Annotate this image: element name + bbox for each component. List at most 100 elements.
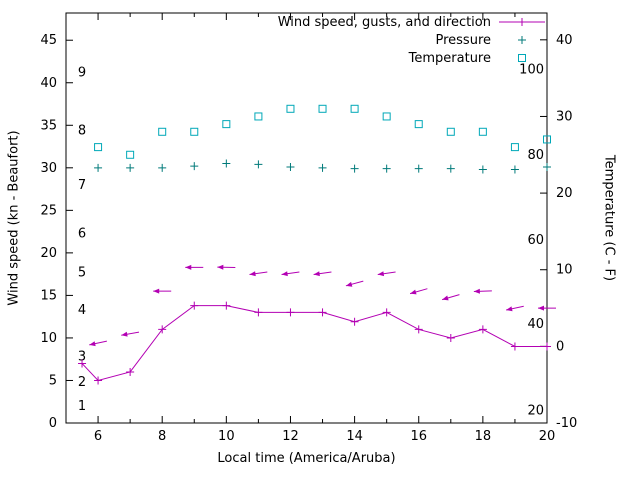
beaufort-label: 9 xyxy=(78,66,86,81)
y-left-tick-label: 15 xyxy=(40,288,57,303)
temperature-point xyxy=(94,143,103,152)
x-tick-label: 12 xyxy=(282,429,299,444)
x-tick-label: 10 xyxy=(218,429,235,444)
temperature-point xyxy=(510,143,519,152)
pressure-point xyxy=(382,164,391,173)
y-axis-label-right: Temperature (C - F) xyxy=(601,154,617,282)
temperature-point xyxy=(318,104,327,113)
x-tick-label: 16 xyxy=(410,429,427,444)
beaufort-label: 6 xyxy=(78,226,86,241)
wind-direction-arrowhead xyxy=(281,271,288,277)
x-tick-label: 20 xyxy=(539,429,556,444)
beaufort-label: 2 xyxy=(78,375,86,390)
beaufort-label: 4 xyxy=(78,303,86,318)
beaufort-label: 5 xyxy=(78,265,86,280)
y-left-tick-label: 0 xyxy=(49,416,57,431)
y-right-tick-label: 40 xyxy=(556,33,573,48)
plot-border xyxy=(65,12,548,424)
wind-direction-arrowhead xyxy=(185,264,192,270)
y-right-tick-label: 0 xyxy=(556,339,564,354)
x-tick-label: 6 xyxy=(94,429,102,444)
temperature-marker-sample-icon xyxy=(518,54,526,62)
pressure-point xyxy=(254,160,263,169)
wind-direction-arrowhead xyxy=(473,288,480,294)
wind-direction-arrowhead xyxy=(538,305,544,311)
wind-line-sample-icon xyxy=(499,18,545,26)
pressure-point xyxy=(543,162,551,171)
temperature-point xyxy=(478,127,487,136)
beaufort-label: 1 xyxy=(78,399,86,414)
chart-legend: Wind speed, gusts, and direction Pressur… xyxy=(278,13,547,67)
temperature-point xyxy=(254,112,263,121)
fahrenheit-label: 60 xyxy=(527,233,544,248)
legend-label-wind: Wind speed, gusts, and direction xyxy=(277,14,491,30)
wind-direction-arrowhead xyxy=(506,306,513,312)
pressure-point xyxy=(190,162,199,171)
wind-speed-point xyxy=(446,333,455,342)
wind-speed-point xyxy=(510,342,519,351)
beaufort-label: 7 xyxy=(78,178,86,193)
temperature-point xyxy=(158,127,167,136)
wind-direction-arrowhead xyxy=(249,271,256,277)
temperature-point xyxy=(350,104,359,113)
beaufort-label: 8 xyxy=(78,123,86,138)
y-left-tick-label: 40 xyxy=(40,76,57,91)
wind-direction-arrowhead xyxy=(442,295,449,301)
wind-direction-arrowhead xyxy=(89,341,96,347)
wind-direction-arrowhead xyxy=(410,289,417,295)
y-left-tick-label: 25 xyxy=(40,203,57,218)
y-axis-label-left: Wind speed (kn - Beaufort) xyxy=(6,130,22,306)
legend-label-pressure: Pressure xyxy=(435,32,491,48)
x-tick-label: 8 xyxy=(158,429,166,444)
wind-speed-point xyxy=(94,376,103,385)
pressure-point xyxy=(126,163,135,172)
pressure-point xyxy=(158,163,167,172)
wind-direction-arrowhead xyxy=(153,288,160,294)
wind-speed-point xyxy=(190,301,199,310)
legend-item-wind: Wind speed, gusts, and direction xyxy=(278,13,547,31)
temperature-point xyxy=(286,104,295,113)
x-tick-label: 18 xyxy=(475,429,492,444)
pressure-point xyxy=(510,165,519,174)
y-left-tick-label: 45 xyxy=(40,33,57,48)
pressure-point xyxy=(446,164,455,173)
y-left-tick-label: 10 xyxy=(40,331,57,346)
pressure-marker-sample-icon xyxy=(518,36,526,44)
temperature-point xyxy=(414,120,423,129)
temperature-point xyxy=(382,112,391,121)
y-left-tick-label: 30 xyxy=(40,161,57,176)
pressure-point xyxy=(414,164,423,173)
temperature-point xyxy=(190,127,199,136)
wind-direction-arrowhead xyxy=(377,271,385,277)
wind-speed-point xyxy=(286,308,295,317)
pressure-point xyxy=(350,164,359,173)
wind-speed-point xyxy=(158,325,167,334)
y-left-tick-label: 35 xyxy=(40,118,57,133)
pressure-point xyxy=(478,165,487,174)
wind-direction-arrowhead xyxy=(121,331,128,337)
y-right-tick-label: 30 xyxy=(556,109,573,124)
fahrenheit-label: 20 xyxy=(527,404,544,419)
wind-speed-line xyxy=(81,305,547,382)
wind-speed-point xyxy=(254,308,263,317)
wind-speed-point xyxy=(478,325,487,334)
temperature-point xyxy=(126,150,135,159)
temperature-point xyxy=(222,120,231,129)
wind-direction-arrowhead xyxy=(313,271,320,277)
beaufort-label: 3 xyxy=(78,350,86,365)
temperature-point xyxy=(543,135,551,144)
y-right-tick-label: 10 xyxy=(556,263,573,278)
wind-speed-point xyxy=(222,301,231,310)
y-left-tick-label: 20 xyxy=(40,246,57,261)
wind-speed-point xyxy=(78,359,87,368)
wind-speed-point xyxy=(414,325,423,334)
y-right-tick-label: 20 xyxy=(556,186,573,201)
legend-item-pressure: Pressure xyxy=(435,31,547,49)
temperature-point xyxy=(446,127,455,136)
wind-speed-point xyxy=(543,342,551,351)
x-tick-label: 14 xyxy=(346,429,363,444)
pressure-point xyxy=(94,163,103,172)
pressure-point xyxy=(222,159,231,168)
pressure-point xyxy=(318,163,327,172)
